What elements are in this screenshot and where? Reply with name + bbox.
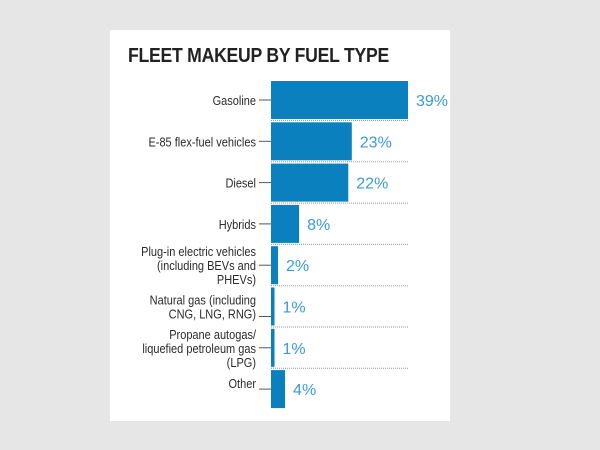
value-label: 1% <box>283 341 306 358</box>
bar <box>271 328 275 367</box>
category-label: E-85 flex-fuel vehicles <box>148 136 256 150</box>
category-label-line: Gasoline <box>213 94 257 108</box>
category-label-line: E-85 flex-fuel vehicles <box>148 136 256 150</box>
bar <box>271 163 349 202</box>
value-label: 39% <box>416 93 448 110</box>
bar <box>271 370 286 409</box>
value-label: 8% <box>307 217 330 234</box>
category-label-line: Hybrids <box>219 218 256 232</box>
category-label-line: (including BEVs and <box>157 260 256 274</box>
category-label-line: PHEVs) <box>217 274 256 288</box>
category-label-line: liquefied petroleum gas <box>142 342 256 356</box>
category-label: Hybrids <box>219 218 256 232</box>
category-label: Propane autogas/liquefied petroleum gas(… <box>142 328 256 370</box>
bar <box>271 81 408 119</box>
category-label: Natural gas (including CNG, LNG, RNG) <box>150 294 256 322</box>
chart-card: FLEET MAKEUP BY FUEL TYPE Gasoline 39% E-8… <box>110 30 450 421</box>
category-label: Diesel <box>225 177 256 191</box>
category-label: Plug-in electric vehicles (including BEVs… <box>141 246 256 288</box>
category-label-line: CNG, LNG, RNG) <box>169 308 256 322</box>
value-label: 4% <box>293 382 316 399</box>
bar-chart: Gasoline 39% E-85 flex-fuel vehicles 23% Die… <box>141 81 448 409</box>
value-label: 2% <box>286 258 309 275</box>
category-label: Other <box>228 377 256 391</box>
category-label-line: Propane autogas/ <box>169 328 256 342</box>
value-label: 22% <box>356 176 388 193</box>
bar <box>271 246 279 285</box>
value-label: 1% <box>283 300 306 317</box>
category-label-line: (LPG) <box>227 356 256 370</box>
chart-title: FLEET MAKEUP BY FUEL TYPE <box>128 44 389 67</box>
bar <box>271 204 300 243</box>
value-label: 23% <box>360 134 392 151</box>
bar <box>271 287 275 326</box>
category-label-line: Plug-in electric vehicles <box>141 246 256 260</box>
bar <box>271 122 352 161</box>
category-label: Gasoline <box>213 94 257 108</box>
category-label-line: Other <box>228 377 256 391</box>
category-label-line: Natural gas (including <box>150 294 256 308</box>
category-label-line: Diesel <box>225 177 256 191</box>
